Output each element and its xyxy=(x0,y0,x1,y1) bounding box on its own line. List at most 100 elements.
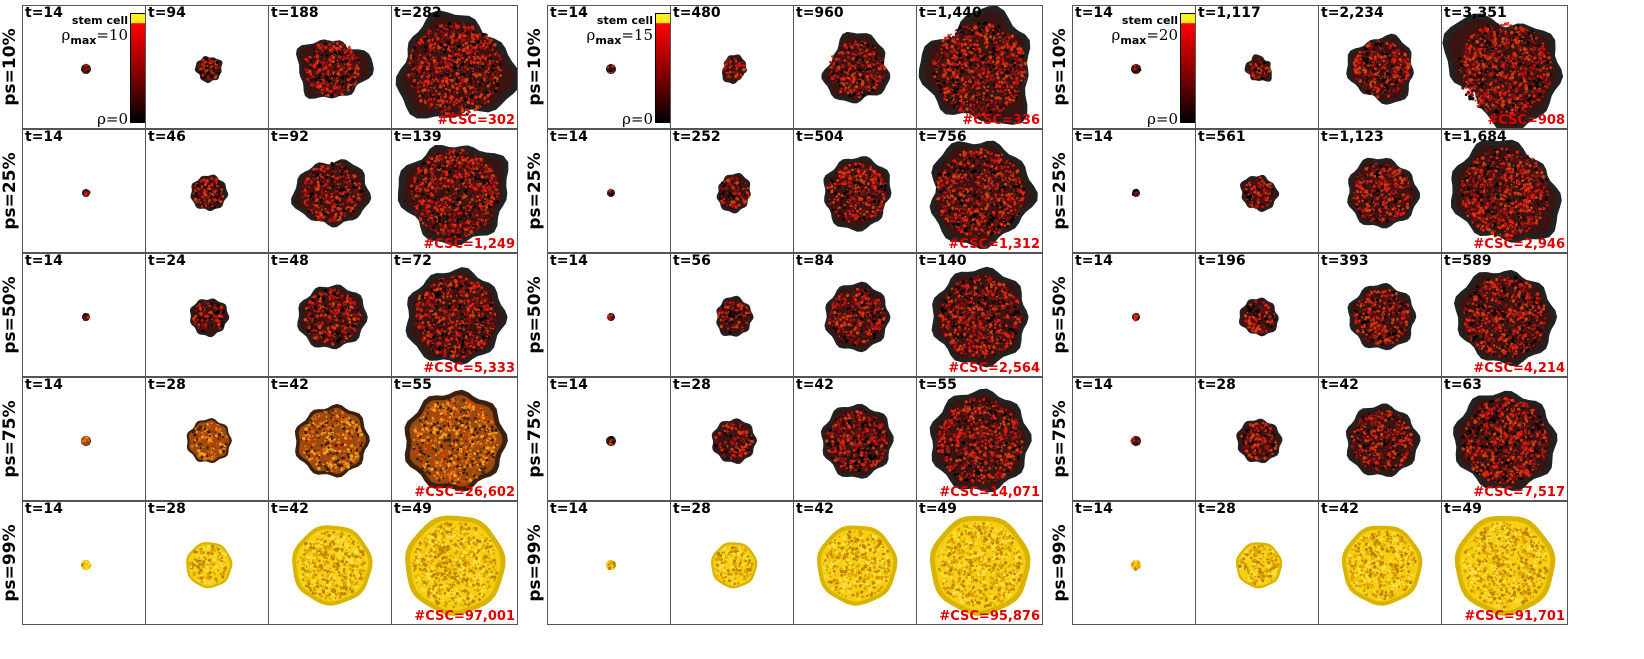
cell-speck xyxy=(436,212,439,215)
cell-speck xyxy=(436,79,438,81)
cell-speck xyxy=(460,50,462,52)
cell-speck xyxy=(301,196,304,199)
cell-speck xyxy=(335,77,338,79)
cell-speck xyxy=(354,303,357,306)
cell-speck xyxy=(454,53,458,56)
cell-speck xyxy=(476,56,480,59)
cell-speck xyxy=(486,190,491,195)
cell-speck xyxy=(435,180,439,184)
cell-speck xyxy=(322,68,325,71)
cell-speck xyxy=(197,437,201,442)
cell-speck xyxy=(465,354,469,358)
cell-speck xyxy=(495,77,499,81)
cell-speck xyxy=(210,183,214,187)
time-label: t=14 xyxy=(25,6,63,21)
cell-speck xyxy=(358,75,360,77)
cell-speck xyxy=(330,177,334,181)
cell-speck xyxy=(442,67,447,72)
cell-speck xyxy=(413,66,417,70)
cell-speck xyxy=(219,305,224,309)
cell-speck xyxy=(480,215,482,218)
cell-speck xyxy=(315,199,319,202)
cell-speck xyxy=(494,70,496,72)
cell-speck xyxy=(481,72,485,76)
cell-speck xyxy=(465,95,468,98)
cell-speck xyxy=(434,201,438,206)
cell-speck xyxy=(463,158,468,162)
cell-speck xyxy=(446,298,448,300)
cell-speck xyxy=(323,430,325,433)
cell-speck xyxy=(319,307,322,310)
cell-speck xyxy=(484,164,487,167)
cell-speck xyxy=(442,310,445,313)
cell-speck xyxy=(314,61,317,64)
cell-speck xyxy=(194,314,197,318)
cell-speck xyxy=(424,60,426,63)
cell-speck xyxy=(455,203,457,205)
cell-speck xyxy=(419,38,423,42)
cell-speck xyxy=(467,335,469,337)
cell-speck xyxy=(476,190,479,193)
cell-speck xyxy=(338,52,340,55)
cell-speck xyxy=(456,233,460,237)
cell-speck xyxy=(199,179,204,183)
cell-speck xyxy=(344,79,346,82)
cell-speck xyxy=(472,30,475,34)
cell-speck xyxy=(333,435,336,438)
cell-speck xyxy=(331,163,335,167)
cell-speck xyxy=(455,341,458,343)
cell-speck xyxy=(462,32,465,35)
cell-speck xyxy=(204,178,207,180)
cell-speck xyxy=(429,327,432,330)
cell-speck xyxy=(474,215,476,217)
cell-speck xyxy=(316,52,319,55)
time-label: t=24 xyxy=(148,254,186,269)
cell-speck xyxy=(345,296,349,300)
cell-speck xyxy=(200,433,202,436)
ps-label: ps=25% xyxy=(0,152,20,229)
cell-speck xyxy=(445,76,449,80)
cell-speck xyxy=(458,83,463,88)
cell-speck xyxy=(490,38,493,42)
cell-speck xyxy=(444,351,447,354)
cell-speck xyxy=(472,345,476,349)
cell-speck xyxy=(335,318,339,322)
cell-speck xyxy=(348,45,351,49)
cell-speck xyxy=(422,92,424,95)
cell-speck xyxy=(324,442,327,446)
cell-speck xyxy=(485,179,489,183)
cell-speck xyxy=(449,62,451,65)
cell-speck xyxy=(453,62,457,67)
cell-speck xyxy=(341,308,345,312)
cell-speck xyxy=(329,308,331,310)
tumor-image xyxy=(190,298,230,338)
cell-speck xyxy=(324,45,328,49)
cell-speck xyxy=(417,61,421,65)
cell-speck xyxy=(461,235,463,237)
cell-speck xyxy=(420,189,422,191)
cell-speck xyxy=(317,61,319,63)
row-label: ps=75% xyxy=(0,377,20,501)
cell-speck xyxy=(431,177,434,180)
cell-speck xyxy=(469,50,471,53)
cell-speck xyxy=(472,49,474,51)
cell-speck xyxy=(215,315,218,318)
cell-speck xyxy=(453,196,457,200)
cell-speck xyxy=(452,348,455,351)
cell-speck xyxy=(461,66,464,69)
cell-speck xyxy=(442,322,446,326)
cell-speck xyxy=(334,336,336,338)
cell-speck xyxy=(486,182,488,185)
cell-speck xyxy=(474,349,477,352)
cell-speck xyxy=(496,70,500,74)
cell-speck xyxy=(318,46,322,50)
cell-speck xyxy=(325,315,329,319)
cell-speck xyxy=(481,329,483,332)
cell-speck xyxy=(448,175,450,178)
cell-speck xyxy=(81,439,85,443)
cell-speck xyxy=(444,225,447,229)
cell-speck xyxy=(338,190,342,195)
cell-speck xyxy=(349,315,351,317)
cell-speck xyxy=(322,451,327,455)
cell-speck xyxy=(431,101,434,104)
